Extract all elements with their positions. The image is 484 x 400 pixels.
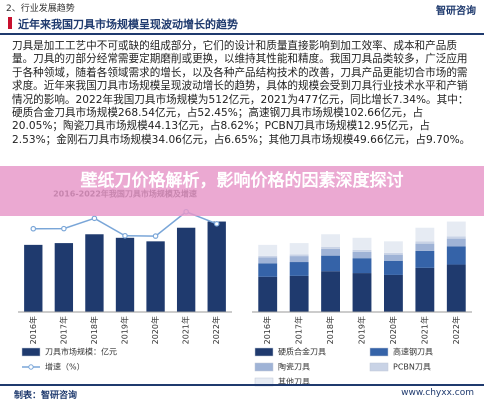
legend-swatch bbox=[254, 377, 274, 387]
bar-segment bbox=[321, 248, 340, 256]
legend-label: 高速钢刀具 bbox=[393, 347, 433, 357]
bar bbox=[146, 241, 165, 312]
logo: 智研咨询 bbox=[436, 6, 476, 17]
bar-segment bbox=[352, 251, 372, 259]
bar bbox=[115, 237, 135, 312]
bar-segment bbox=[289, 262, 309, 276]
bar-segment bbox=[352, 258, 372, 274]
bar bbox=[207, 221, 226, 312]
growth-point bbox=[122, 232, 128, 239]
x-tick-label: 2020年 bbox=[388, 316, 398, 344]
bar-segment bbox=[258, 263, 278, 277]
bar-segment bbox=[415, 250, 435, 268]
x-tick-label: 2020年 bbox=[150, 316, 160, 344]
bar-segment bbox=[352, 237, 372, 250]
legend-point bbox=[28, 364, 34, 370]
bar-segment bbox=[321, 255, 340, 272]
bar-segment bbox=[415, 227, 435, 242]
bar-segment bbox=[384, 241, 403, 253]
bar-segment bbox=[258, 257, 278, 264]
legend-label: 其他刀具 bbox=[278, 377, 310, 387]
x-tick-label: 2017年 bbox=[294, 316, 304, 344]
bar-segment bbox=[384, 254, 403, 261]
growth-point bbox=[30, 225, 37, 232]
header-marker bbox=[8, 17, 12, 29]
x-tick-label: 2018年 bbox=[89, 316, 99, 344]
bar-segment bbox=[415, 243, 435, 251]
bar-segment bbox=[384, 260, 403, 275]
bar bbox=[176, 227, 196, 312]
footer: 制表：智研咨询 www.chyxx.com bbox=[0, 384, 484, 400]
x-tick-label: 2021年 bbox=[419, 316, 429, 344]
bar-segment bbox=[258, 255, 278, 258]
legend-label: PCBN刀具 bbox=[393, 363, 431, 372]
bar-segment bbox=[384, 274, 403, 312]
x-tick-label: 2022年 bbox=[211, 316, 221, 344]
bar-segment bbox=[289, 256, 309, 263]
legend-label: 硬质合金刀具 bbox=[278, 347, 326, 357]
bar-segment bbox=[258, 244, 278, 256]
bar-segment bbox=[289, 275, 309, 312]
growth-point bbox=[152, 233, 159, 239]
bar-segment bbox=[446, 238, 466, 247]
growth-point bbox=[213, 221, 220, 227]
bar-segment bbox=[321, 271, 340, 312]
bar-segment bbox=[384, 252, 403, 255]
legend-label: 陶瓷刀具 bbox=[278, 362, 310, 372]
bar-segment bbox=[446, 221, 466, 237]
legend-swatch bbox=[21, 347, 41, 357]
bar-segment bbox=[321, 234, 340, 247]
bar-segment bbox=[352, 273, 372, 312]
bar-segment bbox=[446, 264, 466, 312]
legend-label: 刀具市场规模：亿元 bbox=[45, 347, 117, 357]
bar-segment bbox=[415, 241, 435, 244]
section-label: 2、行业发展趋势 bbox=[6, 4, 75, 14]
x-tick-label: 2016年 bbox=[28, 316, 38, 344]
paragraph: 刀具是加工工艺中不可或缺的组成部分，它们的设计和质量直接影响到加工效率、成本和产… bbox=[12, 40, 471, 146]
legend-swatch bbox=[369, 347, 389, 357]
url: www.chyxx.com bbox=[401, 388, 474, 398]
bar-segment bbox=[289, 254, 309, 257]
x-tick-label: 2019年 bbox=[357, 316, 367, 344]
bar-segment bbox=[352, 249, 372, 252]
legend-swatch bbox=[254, 347, 274, 357]
legend-swatch bbox=[254, 362, 274, 372]
bar-segment bbox=[446, 236, 466, 239]
x-tick-label: 2021年 bbox=[181, 316, 191, 344]
legend-label: 增速（%） bbox=[45, 362, 85, 372]
x-tick-label: 2019年 bbox=[120, 316, 130, 344]
bar-segment bbox=[258, 276, 278, 312]
x-tick-label: 2022年 bbox=[451, 316, 461, 344]
x-tick-label: 2016年 bbox=[262, 316, 272, 344]
bar bbox=[24, 244, 43, 312]
x-tick-label: 2018年 bbox=[325, 316, 335, 344]
growth-point bbox=[91, 215, 98, 222]
banner: 壁纸刀价格解析，影响价格的因素深度探讨 bbox=[0, 166, 484, 216]
growth-point bbox=[61, 225, 67, 232]
bar-segment bbox=[289, 243, 309, 255]
header-title: 近年来我国刀具市场规模呈现波动增长的趋势 bbox=[18, 18, 238, 31]
bar bbox=[54, 243, 74, 312]
bar-segment bbox=[415, 267, 435, 312]
bar-segment bbox=[446, 246, 466, 265]
legend-swatch bbox=[369, 362, 389, 372]
bar bbox=[85, 234, 104, 312]
bar-segment bbox=[321, 246, 340, 249]
header: 近年来我国刀具市场规模呈现波动增长的趋势 智研咨询 bbox=[0, 6, 484, 35]
x-tick-label: 2017年 bbox=[58, 316, 68, 344]
source: 制表：智研咨询 bbox=[14, 391, 78, 400]
